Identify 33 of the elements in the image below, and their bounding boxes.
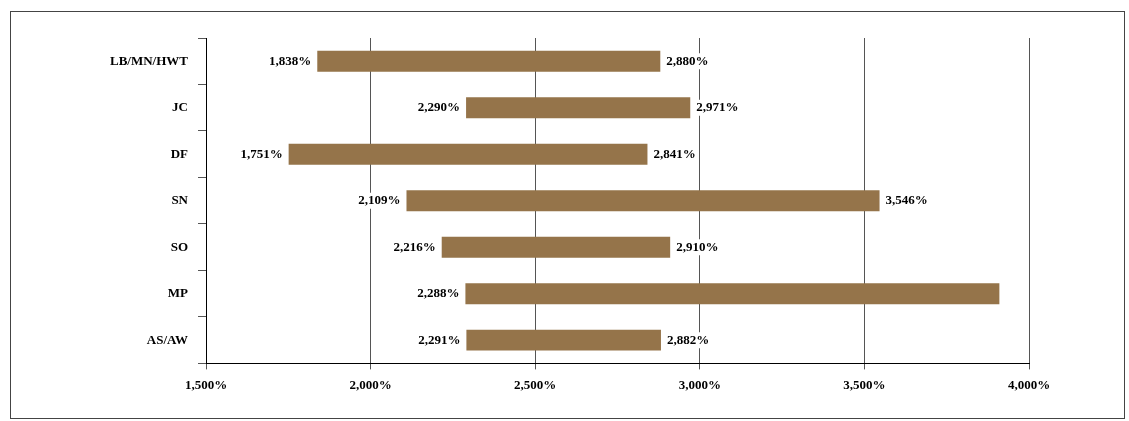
bar	[441, 236, 671, 258]
x-tick-label: 2,500%	[514, 376, 557, 392]
annotation: 2,291%	[418, 331, 461, 347]
annotation: 3,546%	[885, 192, 928, 208]
y-tick-label: LB/MN/HWT	[109, 52, 189, 68]
y-tick-label: DF	[170, 145, 189, 161]
y-tick-label: SN	[171, 192, 189, 208]
bar	[406, 190, 880, 212]
annotation: 2,109%	[358, 192, 401, 208]
annotation: 2,971%	[696, 99, 739, 115]
annotation: 2,290%	[417, 99, 461, 115]
bar	[317, 50, 661, 72]
x-tick-label: 3,000%	[678, 376, 721, 392]
y-tick-label: AS/AW	[146, 331, 189, 347]
y-tick-label: JC	[172, 99, 189, 115]
bar	[288, 143, 648, 165]
y-tick-label: MP	[167, 285, 189, 301]
x-tick-label: 2,000%	[349, 376, 392, 392]
x-tick-label: 4,000%	[1007, 376, 1051, 392]
bar	[466, 97, 691, 119]
x-tick-label: 3,500%	[843, 376, 886, 392]
y-tick-label: SO	[170, 238, 189, 254]
bar	[465, 283, 1000, 305]
annotation: 2,288%	[417, 285, 460, 301]
annotation: 2,882%	[666, 331, 710, 347]
annotation: 2,880%	[666, 52, 709, 68]
annotation: 2,841%	[653, 145, 696, 161]
annotation: 1,751%	[240, 145, 283, 161]
annotation: 2,216%	[393, 238, 436, 254]
bar	[466, 329, 661, 351]
annotation: 1,838%	[269, 52, 312, 68]
annotation: 2,910%	[676, 238, 719, 254]
x-tick-label: 1,500%	[184, 376, 228, 392]
